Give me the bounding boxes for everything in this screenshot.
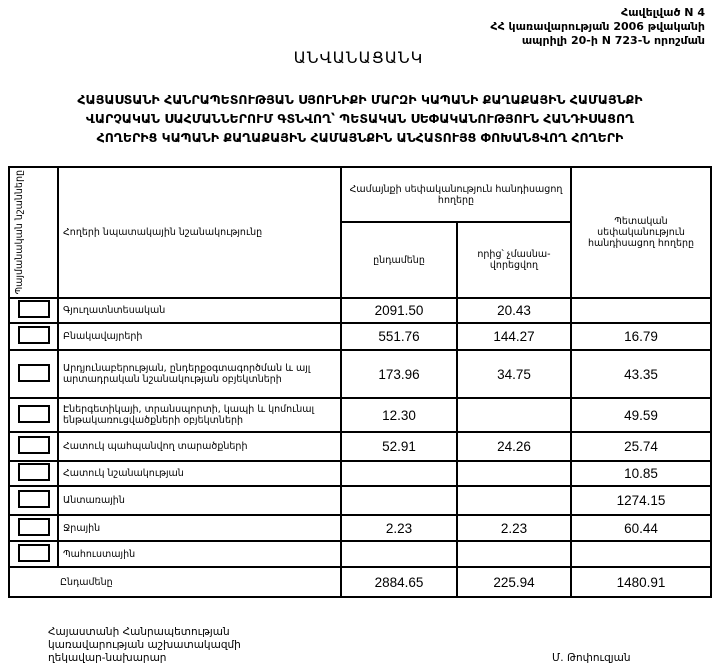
totals-state: 1480.91 [570,566,712,598]
symbol-cell [8,514,59,542]
legend-swatch [17,543,50,562]
header-of-which: որից՝ չմասնա-վորեցվող [456,221,572,299]
total-cell: 551.76 [340,322,458,351]
table-row: Հատուկ պահպանվող տարածքների 52.91 24.26 … [8,431,712,462]
total-cell: 12.30 [340,397,458,433]
table-row: Գյուղատնտեսական 2091.50 20.43 [8,297,712,324]
symbol-cell [8,349,59,399]
symbol-cell [8,322,59,351]
header-total: ընդամենը [340,221,458,299]
table-row: Արդյունաբերության, ընդերքօգտագործման և ա… [8,349,712,399]
totals-row: Ընդամենը 2884.65 225.94 1480.91 [8,566,712,598]
symbol-cell [8,431,59,462]
legend-swatch [17,517,50,536]
total-cell: 52.91 [340,431,458,462]
symbol-cell [8,540,59,568]
reference-line: ապրիլի 20-ի N 723-Ն որոշման [521,34,705,47]
table-row: Պահուստային [8,540,712,568]
subtitle-line: ՀՈՂԵՐԻՑ ԿԱՊԱՆԻ ՔԱՂԱՔԱՅԻՆ ՀԱՄԱՅՆՔԻՆ ԱՆՀԱՏ… [96,130,624,145]
land-table: Պայմանական նշանները Հողերի նպատակային նշ… [8,166,712,598]
purpose-cell: Ջրային [57,514,342,542]
of-which-cell [456,397,572,433]
header-purpose: Հողերի նպատակային նշանակությունը [57,166,342,299]
document-title: ԱՆՎԱՆԱՑԱՆԿ [293,48,424,67]
legend-swatch [17,463,50,481]
position-line: Հայաստանի Հանրապետության [48,626,230,638]
header-community: Համայնքի սեփականություն հանդիսացող հողեր… [340,166,572,223]
reference-line: ՀՀ կառավարության 2006 թվականի [490,20,705,33]
position-line: կառավարության աշխատակազմի [48,639,241,651]
purpose-cell: Անտառային [57,485,342,516]
of-which-cell: 24.26 [456,431,572,462]
legend-swatch [17,490,50,508]
subtitle-line: ՎԱՐՉԱԿԱՆ ՍԱՀՄԱՆՆԵՐՈՒՄ ԳՏՆՎՈՂ՝ ՊԵՏԱԿԱՆ ՍԵ… [85,111,635,126]
totals-label: Ընդամենը [8,566,342,598]
table-row: Հատուկ նշանակության 10.85 [8,460,712,487]
purpose-cell: Արդյունաբերության, ընդերքօգտագործման և ա… [57,349,342,399]
total-cell [340,540,458,568]
of-which-cell [456,540,572,568]
total-cell: 173.96 [340,349,458,399]
purpose-cell: Պահուստային [57,540,342,568]
purpose-cell: Գյուղատնտեսական [57,297,342,324]
legend-swatch [17,326,50,344]
state-cell: 16.79 [570,322,712,351]
legend-swatch [17,300,50,318]
state-cell: 1274.15 [570,485,712,516]
position-line: ղեկավար-նախարար [48,652,167,664]
state-cell: 49.59 [570,397,712,433]
symbol-cell [8,485,59,516]
reference-line: Հավելված N 4 [621,6,705,19]
purpose-cell: Հատուկ նշանակության [57,460,342,487]
total-cell: 2.23 [340,514,458,542]
header-symbols: Պայմանական նշանները [8,166,59,299]
symbol-cell [8,297,59,324]
state-cell: 10.85 [570,460,712,487]
state-cell: 43.35 [570,349,712,399]
header-symbols-text: Պայմանական նշանները [14,170,25,295]
of-which-cell: 34.75 [456,349,572,399]
reference-block: Հավելված N 4 ՀՀ կառավարության 2006 թվակա… [490,6,705,48]
of-which-cell: 20.43 [456,297,572,324]
of-which-cell: 144.27 [456,322,572,351]
header-state: Պետական սեփականություն հանդիսացող հողերը [570,166,712,299]
signatory-name: Մ. Թոփուզյան [552,652,631,664]
legend-swatch [17,363,50,382]
table-row: Անտառային 1274.15 [8,485,712,516]
state-cell: 60.44 [570,514,712,542]
subtitle-line: ՀԱՅԱՍՏԱՆԻ ՀԱՆՐԱՊԵՏՈՒԹՅԱՆ ՍՅՈՒՆԻՔԻ ՄԱՐԶԻ … [77,92,643,107]
totals-total: 2884.65 [340,566,458,598]
legend-swatch [17,436,50,454]
signatory-position: Հայաստանի Հանրապետության կառավարության ա… [48,626,241,665]
of-which-cell [456,485,572,516]
of-which-cell: 2.23 [456,514,572,542]
of-which-cell [456,460,572,487]
table-row: Ջրային 2.23 2.23 60.44 [8,514,712,542]
symbol-cell [8,397,59,433]
purpose-cell: Բնակավայրերի [57,322,342,351]
symbol-cell [8,460,59,487]
purpose-cell: Էներգետիկայի, տրանսպորտի, կապի և կոմունա… [57,397,342,433]
total-cell [340,460,458,487]
document-subtitle: ՀԱՅԱՍՏԱՆԻ ՀԱՆՐԱՊԵՏՈՒԹՅԱՆ ՍՅՈՒՆԻՔԻ ՄԱՐԶԻ … [10,90,710,147]
purpose-cell: Հատուկ պահպանվող տարածքների [57,431,342,462]
table-row: Էներգետիկայի, տրանսպորտի, կապի և կոմունա… [8,397,712,433]
totals-of-which: 225.94 [456,566,572,598]
total-cell [340,485,458,516]
total-cell: 2091.50 [340,297,458,324]
state-cell [570,297,712,324]
table-row: Բնակավայրերի 551.76 144.27 16.79 [8,322,712,351]
state-cell [570,540,712,568]
legend-swatch [17,404,50,423]
state-cell: 25.74 [570,431,712,462]
